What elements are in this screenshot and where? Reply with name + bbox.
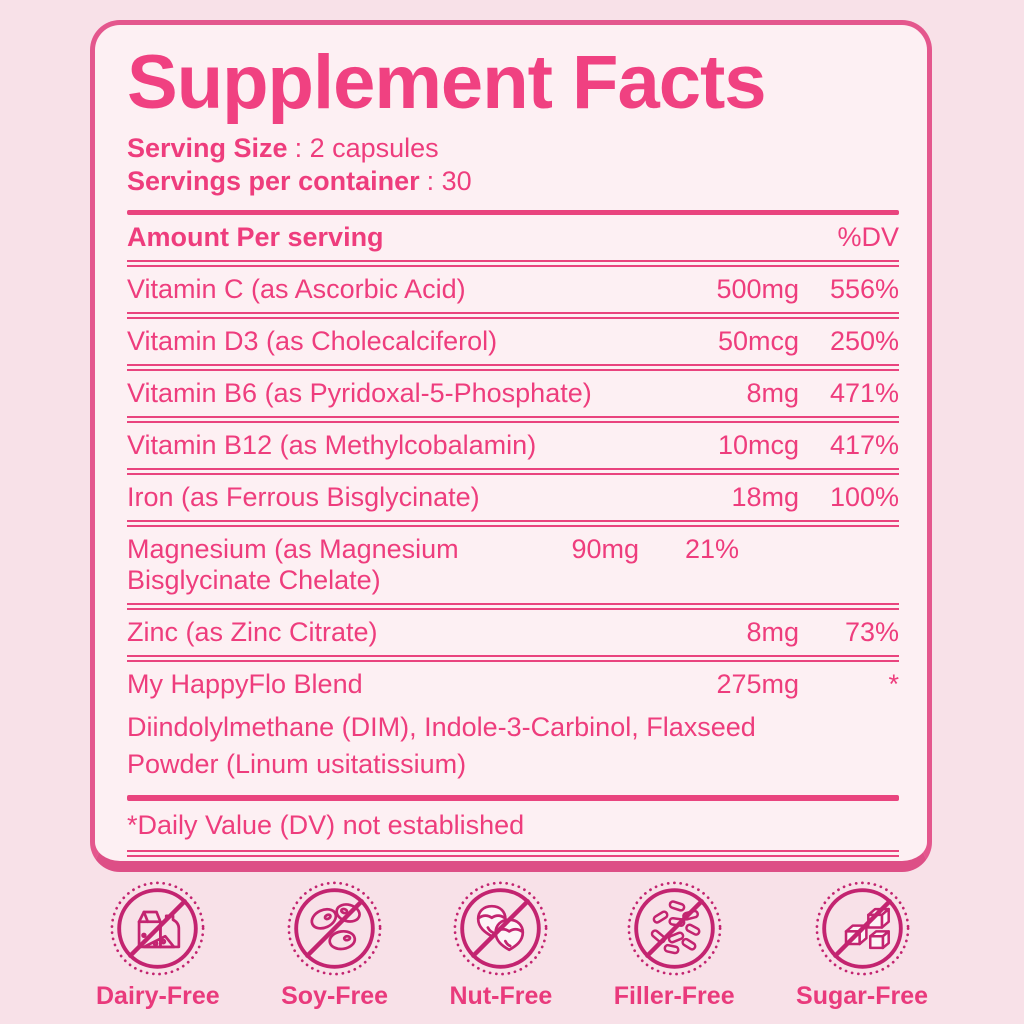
badge-label: Nut-Free [449,982,553,1010]
nutrient-dv: 471% [829,378,899,409]
nutrient-name: Iron (as Ferrous Bisglycinate) [127,482,480,513]
table-row: Zinc (as Zinc Citrate) 8mg 73% [127,610,899,655]
nutrient-dv: 73% [844,617,899,648]
servings-per-container-value: : 30 [426,166,472,197]
table-row: Vitamin B12 (as Methylcobalamin) 10mcg 4… [127,423,899,468]
amount-per-serving-header: Amount Per serving [127,222,384,253]
divider-double [127,850,899,858]
badge-dairy-free: Dairy-Free [96,880,220,1011]
nutrient-dv: 100% [829,482,899,513]
table-row: Iron (as Ferrous Bisglycinate) 18mg 100% [127,475,899,520]
table-row: Vitamin C (as Ascorbic Acid) 500mg 556% [127,267,899,312]
nutrient-amount: 8mg [746,378,799,409]
supplement-facts-panel: Supplement Facts Serving Size: 2 capsule… [90,20,932,872]
dairy-free-icon [109,880,206,977]
nut-free-icon [452,880,549,977]
nutrient-name: Magnesium (as Magnesium Bisglycinate Che… [127,534,459,596]
table-row-blend: My HappyFlo Blend 275mg * [127,662,899,707]
table-row: Vitamin B6 (as Pyridoxal-5-Phosphate) 8m… [127,371,899,416]
badge-nut-free: Nut-Free [449,880,553,1011]
nutrient-dv: 21% [684,534,739,565]
serving-size-value: : 2 capsules [294,133,439,164]
divider-double [127,520,899,528]
badge-soy-free: Soy-Free [281,880,388,1011]
badge-filler-free: Filler-Free [614,880,735,1011]
filler-free-icon [626,880,723,977]
badge-label: Sugar-Free [796,982,928,1010]
serving-size-label: Serving Size [127,133,288,164]
soy-free-icon [286,880,383,977]
free-from-badges-row: Dairy-Free Soy-Free [96,880,928,1011]
blend-dv-asterisk: * [888,669,899,700]
divider-double [127,416,899,424]
divider-thick [127,795,899,802]
nutrient-amount: 90mg [571,534,639,565]
blend-description: Diindolylmethane (DIM), Indole-3-Carbino… [127,712,756,780]
servings-per-container-line: Servings per container: 30 [127,165,899,198]
table-row: Vitamin D3 (as Cholecalciferol) 50mcg 25… [127,319,899,364]
badge-label: Filler-Free [613,982,735,1010]
nutrient-dv: 250% [829,326,899,357]
nutrient-name: Zinc (as Zinc Citrate) [127,617,378,648]
nutrient-amount: 50mcg [717,326,799,357]
divider-double [127,260,899,268]
nutrient-amount: 8mg [746,617,799,648]
other-ingredients: Other Ingredients: Cellulose (Vegetable … [127,857,899,861]
nutrient-name: Vitamin C (as Ascorbic Acid) [127,274,466,305]
dv-footnote: *Daily Value (DV) not established [127,810,525,841]
divider-double [127,603,899,611]
dv-header: %DV [837,222,899,253]
nutrient-name: Vitamin B6 (as Pyridoxal-5-Phosphate) [127,378,592,409]
divider-double [127,468,899,476]
badge-label: Dairy-Free [96,982,220,1010]
nutrient-name: Vitamin D3 (as Cholecalciferol) [127,326,498,357]
nutrient-amount: 10mcg [717,430,799,461]
nutrient-dv: 417% [829,430,899,461]
divider-double [127,364,899,372]
blend-amount: 275mg [716,669,799,700]
badge-label: Soy-Free [281,982,389,1010]
nutrient-amount: 500mg [716,274,799,305]
nutrient-amount: 18mg [731,482,799,513]
nutrient-dv: 556% [829,274,899,305]
nutrient-name: Vitamin B12 (as Methylcobalamin) [127,430,537,461]
divider-double [127,655,899,663]
panel-title: Supplement Facts [127,40,767,125]
badge-sugar-free: Sugar-Free [796,880,928,1011]
blend-name: My HappyFlo Blend [127,669,363,700]
serving-size-line: Serving Size: 2 capsules [127,132,899,165]
divider-double [127,312,899,320]
table-header-row: Amount Per serving %DV [127,215,899,260]
table-row: Magnesium (as Magnesium Bisglycinate Che… [127,527,899,603]
sugar-free-icon [814,880,911,977]
servings-per-container-label: Servings per container [127,166,420,197]
divider-thick [127,210,899,216]
